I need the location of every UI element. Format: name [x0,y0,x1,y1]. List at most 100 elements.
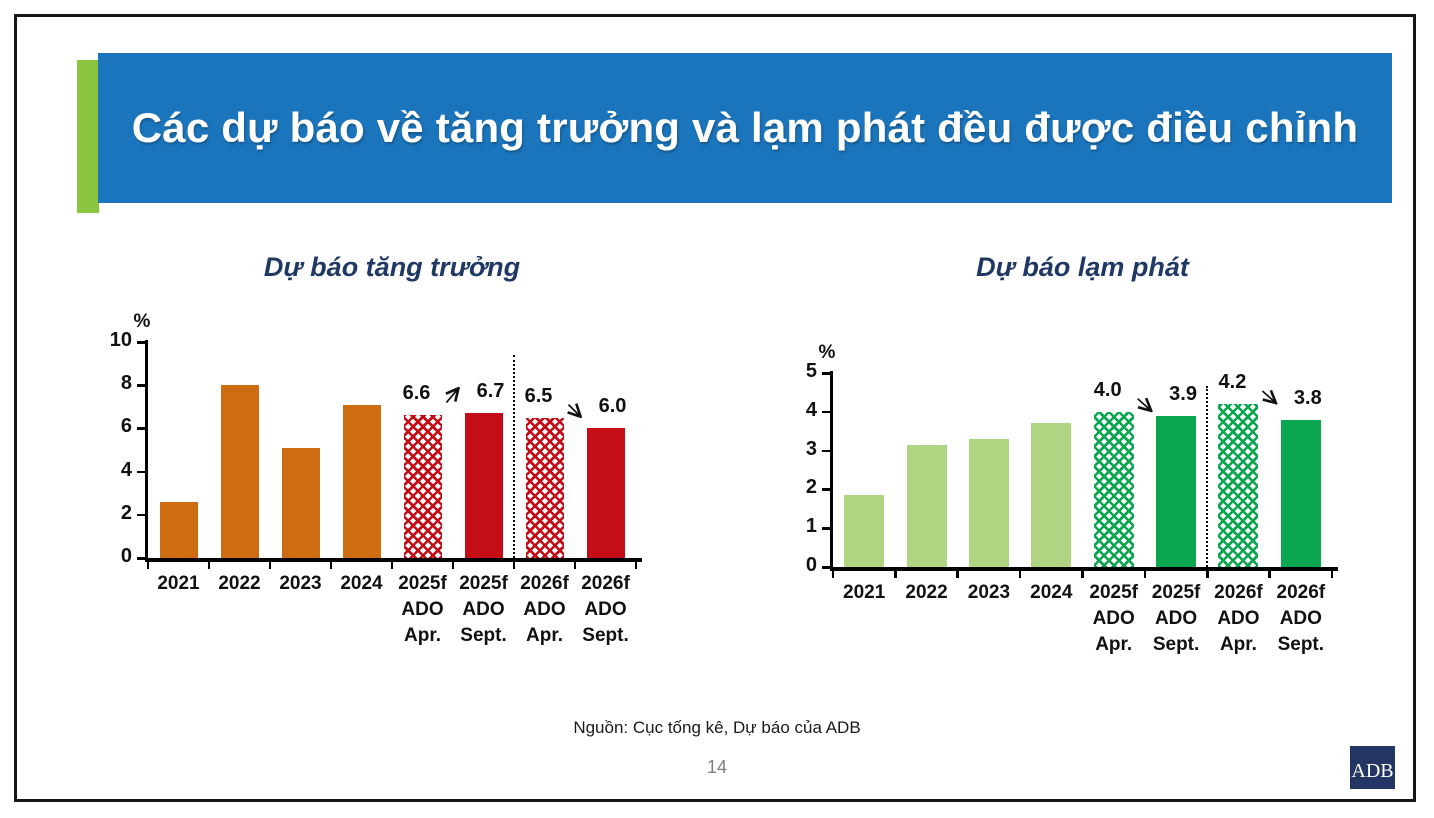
y-axis-tick-label: 0 [120,545,132,567]
source-note: Nguồn: Cục tống kê, Dự báo của ADB [573,718,861,737]
bar-value-label: 4.0 [1093,378,1122,401]
x-axis-category-line: Sept. [1277,634,1325,655]
x-axis-tick [831,570,835,578]
inflation-forecast-chart: Dự báo lạm phát% 0 1 2 3 4 5 2021 2022 2023 2024 4.… [806,252,1338,655]
bar-2024 [342,404,381,558]
revision-arrow-up [447,389,458,403]
growth-forecast-chart: Dự báo tăng trưởng% 0 2 4 6 8 10 2021 2022 2023 20… [110,252,642,646]
x-axis-category-line: 2024 [1030,582,1073,603]
bar-2025f-ado-apr. [1093,411,1134,567]
x-axis-category-line: ADO [1092,608,1135,629]
x-axis-category-label: 2025f ADO Sept. [453,571,514,649]
x-axis-tick [451,561,455,569]
x-axis-category-label: 2023 [270,571,331,597]
adb-logo-text: ADB [1351,759,1394,782]
slide-title: Các dự báo về tăng trưởng và lạm phát đề… [131,104,1359,151]
x-axis-category-line: 2026f [1214,582,1263,603]
bar-value-label: 3.8 [1293,386,1322,409]
header-banner: Các dự báo về tăng trưởng và lạm phát đề… [98,53,1392,203]
x-axis-category-label: 2026f ADO Sept. [575,571,636,649]
y-axis-line [145,340,148,561]
page-number: 14 [706,757,728,777]
x-axis-category-line: 2024 [340,573,383,594]
bar-2026f-ado-sept. [1280,419,1321,567]
y-axis-tick-label: 5 [805,360,817,382]
x-axis-category-line: ADO [462,599,505,620]
revision-arrow-down [1261,391,1274,402]
x-axis-category-line: 2021 [843,582,886,603]
x-axis-category-label: 2025f ADO Sept. [1145,580,1207,658]
bar-value-label: 4.2 [1218,371,1247,394]
x-axis-category-label: 2023 [958,580,1020,606]
x-axis-line [830,567,1338,571]
y-axis-tick-label: 0 [805,554,817,576]
x-axis-tick [390,561,394,569]
y-axis-tick [822,410,830,414]
x-axis-category-line: Sept. [582,625,629,646]
x-axis-category-label: 2024 [331,571,392,597]
x-axis-category-label: 2025f ADO Apr. [392,571,453,649]
x-axis-category-line: Apr. [1219,634,1257,655]
y-axis-line [830,371,833,570]
slide-border [14,14,1416,802]
x-axis-tick [573,561,577,569]
y-axis-tick [137,384,145,387]
bar-2026f-ado-sept. [586,428,625,558]
x-axis-tick [1205,570,1209,578]
y-axis-tick-label: 6 [120,415,132,438]
x-axis-tick [894,570,897,578]
bar-2026f-ado-apr. [525,417,564,558]
x-axis-tick [329,561,333,569]
y-axis-tick-label: 10 [109,329,132,351]
x-axis-line [145,558,642,562]
x-axis-category-line: ADO [1279,608,1322,629]
chart-title: Dự báo tăng trưởng [263,252,521,282]
x-axis-category-label: 2021 [148,571,209,597]
x-axis-category-line: ADO [584,599,627,620]
bar-value-label: 6.6 [402,382,431,405]
x-axis-tick [1330,570,1334,578]
x-axis-category-line: Sept. [460,625,507,646]
y-axis-tick [822,566,830,569]
y-axis-tick-label: 4 [805,398,817,421]
chart-title: Dự báo lạm phát [976,252,1189,282]
bar-value-label: 3.9 [1169,382,1197,405]
x-axis-category-line: 2025f [398,573,447,594]
x-axis-tick [146,561,150,569]
x-axis-tick [1081,570,1084,578]
x-axis-tick [634,561,638,569]
y-axis-tick-label: 1 [805,515,817,538]
x-axis-category-label: 2022 [209,571,270,597]
x-axis-category-line: 2022 [905,582,948,603]
forecast-year-separator [513,355,515,558]
x-axis-tick [1143,570,1147,578]
bar-value-label: 6.5 [524,384,553,407]
revision-arrow-down [1137,399,1150,410]
y-axis-tick [137,427,145,430]
bar-2022 [220,385,259,558]
adb-logo: ADB [1350,746,1395,789]
x-axis-category-line: 2026f [1276,582,1326,603]
x-axis-category-label: 2021 [833,580,895,606]
bar-value-label: 6.7 [476,380,505,403]
x-axis-tick [1268,570,1271,578]
x-axis-category-line: ADO [523,599,566,620]
bar-2021 [844,495,885,567]
y-axis-tick-label: 2 [120,501,132,524]
x-axis-category-label: 2022 [895,580,957,606]
x-axis-tick [956,570,960,578]
x-axis-category-line: 2023 [279,573,322,594]
bar-2023 [968,438,1009,567]
bar-value-label: 6.0 [598,395,627,418]
x-axis-category-line: 2026f [581,573,630,594]
x-axis-category-line: 2021 [157,573,200,594]
x-axis-category-line: 2025f [1089,582,1138,603]
y-axis-tick-label: 4 [120,458,132,481]
y-axis-tick-label: 2 [805,476,817,499]
x-axis-category-label: 2026f ADO Apr. [1207,580,1269,658]
x-axis-category-line: ADO [1154,608,1198,629]
y-axis-unit-label: % [818,342,836,363]
x-axis-category-label: 2025f ADO Apr. [1083,580,1145,658]
x-axis-category-line: 2023 [967,582,1011,603]
x-axis-category-line: Apr. [526,625,563,646]
